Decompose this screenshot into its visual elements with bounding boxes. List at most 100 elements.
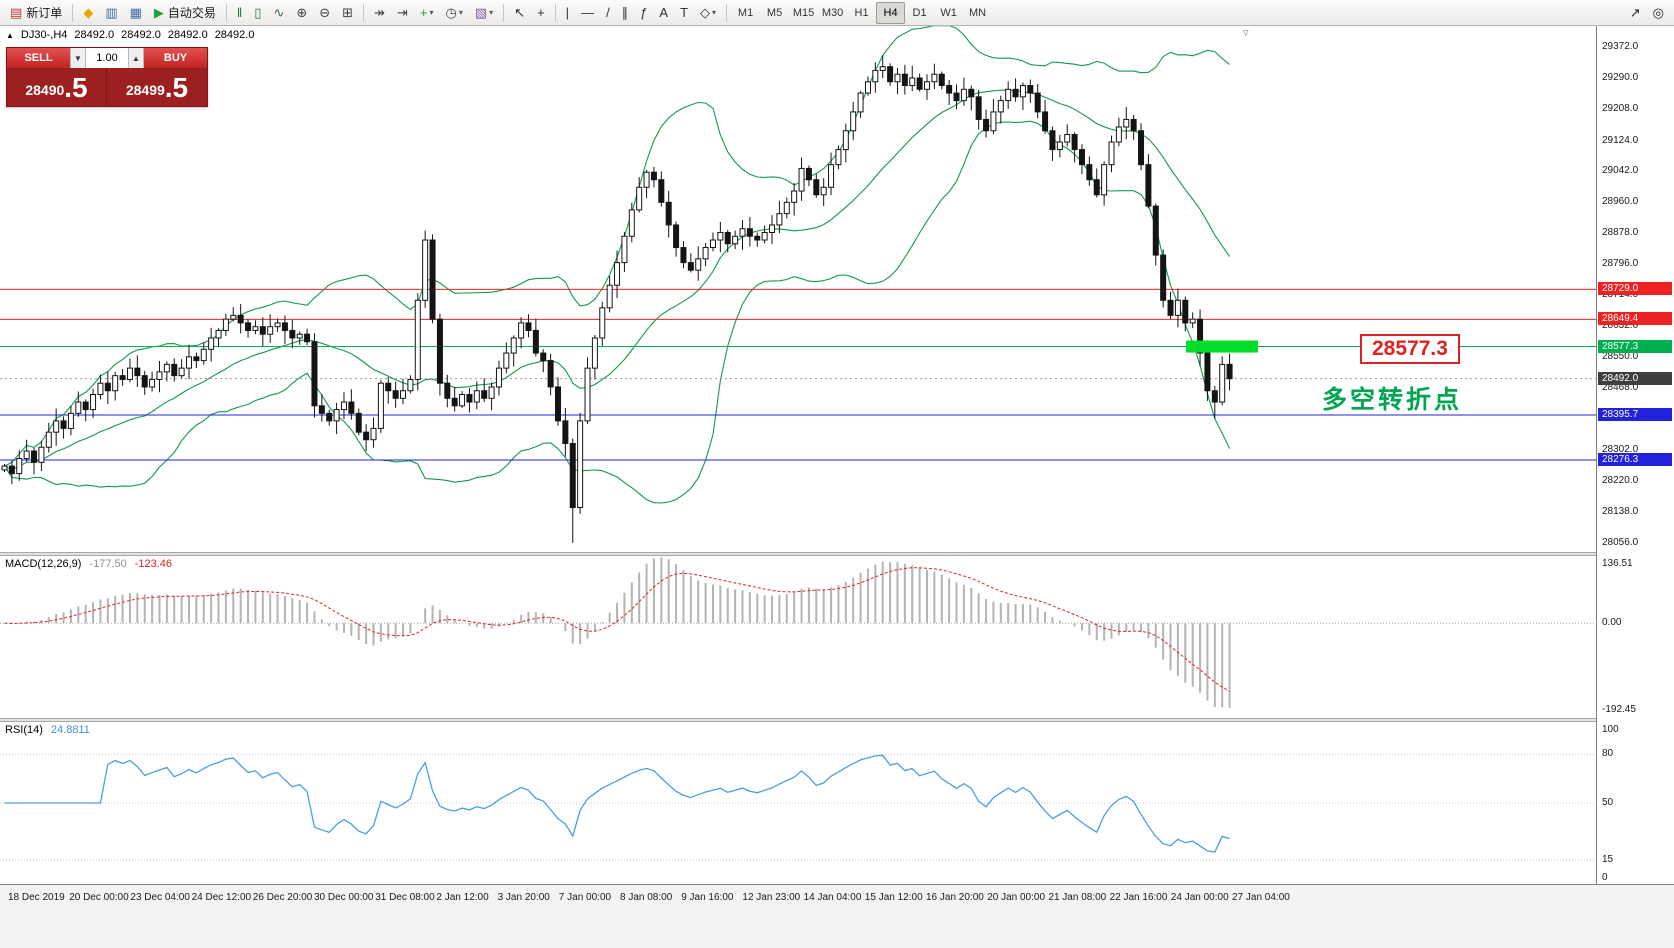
- trendline-icon: /: [606, 5, 610, 20]
- templates-icon[interactable]: ▧ ▾: [470, 1, 498, 24]
- rsi-panel[interactable]: RSI(14) 24.8811: [0, 722, 1596, 884]
- toolbar-separator: [554, 3, 556, 22]
- indicators-icon[interactable]: + ▾: [415, 1, 439, 24]
- timeframe-button-h1[interactable]: H1: [854, 6, 869, 19]
- toolbar-right-icons: ↗ ◎: [1624, 1, 1670, 24]
- price-label: 28550.0: [1602, 350, 1639, 362]
- text-icon[interactable]: A: [654, 1, 673, 24]
- candle-body: [739, 228, 746, 237]
- candle-body: [1145, 164, 1152, 207]
- new-order-button[interactable]: ▤ 新订单: [5, 1, 67, 24]
- sell-price[interactable]: 28490.5: [7, 68, 107, 106]
- candle-body: [370, 427, 377, 441]
- market-watch-icon[interactable]: ▥: [100, 1, 122, 24]
- candle-body: [281, 322, 288, 331]
- buy-button[interactable]: BUY: [144, 48, 207, 68]
- timeframe-button-d1[interactable]: D1: [912, 6, 927, 19]
- label-icon[interactable]: T: [675, 1, 693, 24]
- vertical-line-icon[interactable]: |: [561, 1, 574, 24]
- candle-body: [459, 394, 466, 407]
- chart-shift-icon[interactable]: ⇥: [392, 1, 413, 24]
- candle-body: [628, 209, 635, 237]
- candle-body: [835, 149, 842, 166]
- candle-body: [326, 412, 333, 422]
- shapes-icon[interactable]: ◇ ▾: [695, 1, 721, 24]
- fibonacci-icon[interactable]: ƒ: [635, 1, 652, 24]
- candle-body: [510, 337, 517, 354]
- zoom-out-icon[interactable]: ⊖: [314, 1, 335, 24]
- volume-down-button[interactable]: ▼: [70, 48, 86, 68]
- profile-icon[interactable]: ◆: [78, 1, 98, 24]
- main-chart-panel[interactable]: ▲ DJ30-,H4 28492.0 28492.0 28492.0 28492…: [0, 26, 1596, 552]
- ohlc-marker-icon: ▲: [6, 31, 14, 40]
- time-axis[interactable]: 18 Dec 2019 20 Dec 00:00 23 Dec 04:00 24 De…: [0, 884, 1674, 948]
- candle-body: [665, 201, 672, 226]
- tile-windows-icon: ⊞: [342, 5, 354, 20]
- candle-body: [149, 378, 156, 388]
- data-window-icon[interactable]: ▦: [125, 1, 147, 24]
- timeframe-button-m30[interactable]: M30: [821, 6, 844, 19]
- buy-price[interactable]: 28499.5: [125, 72, 189, 103]
- candle-body: [1049, 130, 1056, 151]
- bar-chart-icon[interactable]: ‖: [232, 1, 247, 24]
- candle-body: [1078, 149, 1085, 166]
- turning-point-annotation[interactable]: 多空转折点: [1322, 386, 1463, 414]
- pointer-icon[interactable]: ↗: [1625, 1, 1646, 24]
- channel-icon[interactable]: ∥: [617, 1, 634, 24]
- candle-body: [695, 258, 702, 271]
- cursor-icon[interactable]: ↖: [509, 1, 530, 24]
- horizontal-line-icon[interactable]: —: [576, 1, 599, 24]
- periods-icon[interactable]: ◷ ▾: [441, 1, 468, 24]
- line-chart-icon[interactable]: ∿: [268, 1, 289, 24]
- candle-body: [215, 329, 222, 339]
- panel-separator[interactable]: [0, 718, 1674, 722]
- highlight-rectangle[interactable]: [1186, 340, 1258, 353]
- candle-body: [540, 352, 547, 362]
- timeframe-button-h4[interactable]: H4: [876, 1, 906, 24]
- candle-body: [658, 179, 665, 203]
- panel-separator[interactable]: [0, 552, 1674, 556]
- ohlc-close: 28492.0: [214, 29, 255, 41]
- auto-scroll-icon[interactable]: ↠: [369, 1, 390, 24]
- macd-chart[interactable]: [0, 556, 1596, 718]
- price-axis[interactable]: 29372.0 29290.0 29208.0 29124.0 29042.0 28960…: [1596, 26, 1674, 884]
- candle-body: [1005, 88, 1012, 102]
- macd-panel[interactable]: MACD(12,26,9) -177.50 -123.46: [0, 556, 1596, 718]
- candlestick-icon[interactable]: ▯: [249, 1, 266, 24]
- candle-body: [813, 179, 820, 196]
- ohlc-low: 28492.0: [167, 29, 208, 41]
- price-label: 28302.0: [1602, 444, 1639, 456]
- candle-body: [562, 420, 569, 444]
- fibonacci-icon: ƒ: [640, 5, 648, 20]
- candle-body: [555, 386, 561, 422]
- candle-body: [82, 401, 89, 411]
- search-icon[interactable]: ◎: [1648, 1, 1669, 24]
- timeframe-button-mn[interactable]: MN: [969, 6, 987, 19]
- volume-up-button[interactable]: ▲: [128, 48, 144, 68]
- volume-input[interactable]: 1.00: [86, 48, 128, 68]
- timeframe-button-m5[interactable]: M5: [766, 6, 783, 19]
- timeframe-button-m15[interactable]: M15: [792, 6, 815, 19]
- candle-body: [909, 77, 916, 87]
- timeframe-button-w1[interactable]: W1: [940, 6, 957, 19]
- tile-windows-icon[interactable]: ⊞: [337, 1, 358, 24]
- crosshair-icon[interactable]: +: [532, 1, 550, 24]
- timeframe-button-m1[interactable]: M1: [737, 6, 754, 19]
- price-callout-label[interactable]: 28577.3: [1360, 334, 1460, 364]
- auto-trading-button[interactable]: ▶ 自动交易: [149, 1, 221, 24]
- sell-button[interactable]: SELL: [7, 48, 70, 68]
- trendline-icon[interactable]: /: [601, 1, 615, 24]
- price-label: 28056.0: [1602, 536, 1639, 548]
- rsi-chart[interactable]: [0, 722, 1596, 884]
- time-label: 14 Jan 04:00: [803, 892, 862, 903]
- horizontal-line-icon: —: [581, 5, 595, 20]
- time-label: 31 Dec 08:00: [375, 892, 435, 903]
- profile-icon: ◆: [83, 5, 94, 20]
- zoom-in-icon[interactable]: ⊕: [291, 1, 312, 24]
- price-label: 28796.0: [1602, 258, 1639, 270]
- candle-body: [1101, 164, 1108, 196]
- candle-body: [879, 66, 886, 71]
- label-icon: T: [680, 5, 689, 20]
- time-label: 3 Jan 20:00: [497, 892, 550, 903]
- candlestick-chart[interactable]: [0, 26, 1596, 552]
